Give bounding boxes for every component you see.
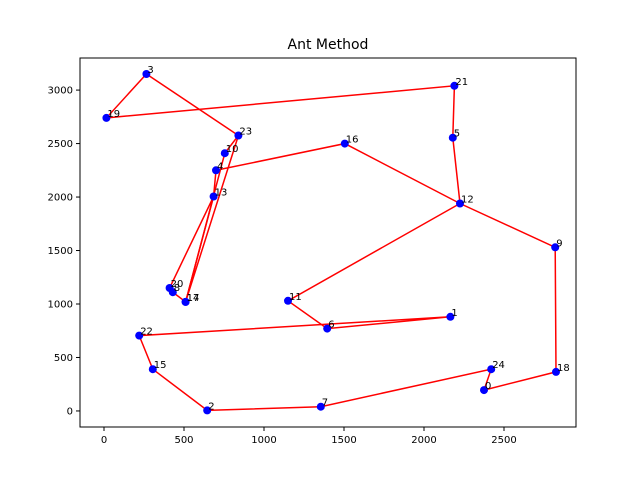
y-tick-label: 2500	[48, 139, 73, 150]
y-axis: 0 500 1000 1500 2000 2500 3000	[48, 86, 80, 417]
data-points	[102, 70, 560, 415]
point-label-22: 22	[140, 327, 153, 338]
point-label-2: 2	[208, 401, 214, 412]
point-label-16: 16	[346, 135, 359, 146]
y-tick-label: 500	[54, 353, 73, 364]
point-label-17: 17	[187, 293, 200, 304]
x-tick-label: 2500	[491, 435, 516, 446]
data-point-3	[142, 70, 151, 78]
point-label-9: 9	[556, 238, 562, 249]
data-point-18	[552, 367, 560, 376]
data-point-16	[340, 139, 349, 148]
point-label-23: 23	[239, 127, 252, 138]
y-tick-label: 3000	[48, 86, 73, 97]
y-tick-label: 1500	[48, 246, 73, 257]
y-tick-label: 0	[67, 406, 73, 417]
plot-frame	[79, 57, 577, 428]
x-tick-label: 2000	[411, 435, 436, 446]
data-point-0	[480, 386, 488, 395]
data-point-2	[203, 406, 212, 415]
data-point-7	[316, 402, 325, 411]
point-label-19: 19	[107, 109, 120, 120]
x-tick-label: 500	[174, 435, 193, 446]
point-label-18: 18	[557, 363, 570, 374]
point-label-24: 24	[492, 360, 505, 371]
x-tick-label: 0	[101, 435, 107, 446]
data-point-17	[181, 297, 190, 306]
point-label-1: 1	[451, 308, 457, 319]
data-point-15	[148, 365, 157, 374]
point-label-8: 8	[174, 283, 180, 294]
x-tick-label: 1000	[251, 435, 276, 446]
y-tick-label: 1000	[48, 300, 73, 311]
point-label-7: 7	[322, 398, 328, 409]
point-label-13: 13	[215, 188, 228, 199]
point-label-14: 14	[187, 293, 200, 304]
data-point-23	[234, 131, 243, 140]
data-point-1	[446, 312, 455, 321]
chart-title: Ant Method	[288, 37, 369, 53]
point-label-20: 20	[171, 279, 184, 290]
data-point-22	[135, 331, 144, 340]
point-label-4: 4	[217, 161, 223, 172]
data-point-10	[220, 149, 229, 158]
x-axis: 0 500 1000 1500 2000 2500	[101, 427, 517, 446]
data-point-11	[284, 296, 292, 305]
data-point-6	[323, 324, 332, 333]
point-label-12: 12	[461, 195, 474, 206]
point-label-0: 0	[485, 381, 491, 392]
data-point-5	[448, 133, 457, 142]
data-point-24	[487, 365, 496, 374]
data-point-20	[165, 284, 174, 292]
data-point-21	[450, 81, 459, 90]
x-tick-label: 1500	[331, 435, 356, 446]
point-label-6: 6	[328, 320, 334, 331]
point-label-21: 21	[455, 77, 468, 88]
data-point-13	[209, 192, 218, 201]
point-label-5: 5	[454, 129, 460, 140]
point-label-15: 15	[154, 360, 167, 371]
data-point-12	[456, 199, 464, 208]
point-label-11: 11	[289, 292, 302, 303]
data-point-9	[551, 243, 560, 252]
y-tick-label: 2000	[48, 193, 73, 204]
data-point-4	[212, 166, 220, 175]
point-label-3: 3	[147, 65, 153, 76]
data-point-19	[102, 113, 111, 122]
point-label-10: 10	[226, 144, 239, 155]
